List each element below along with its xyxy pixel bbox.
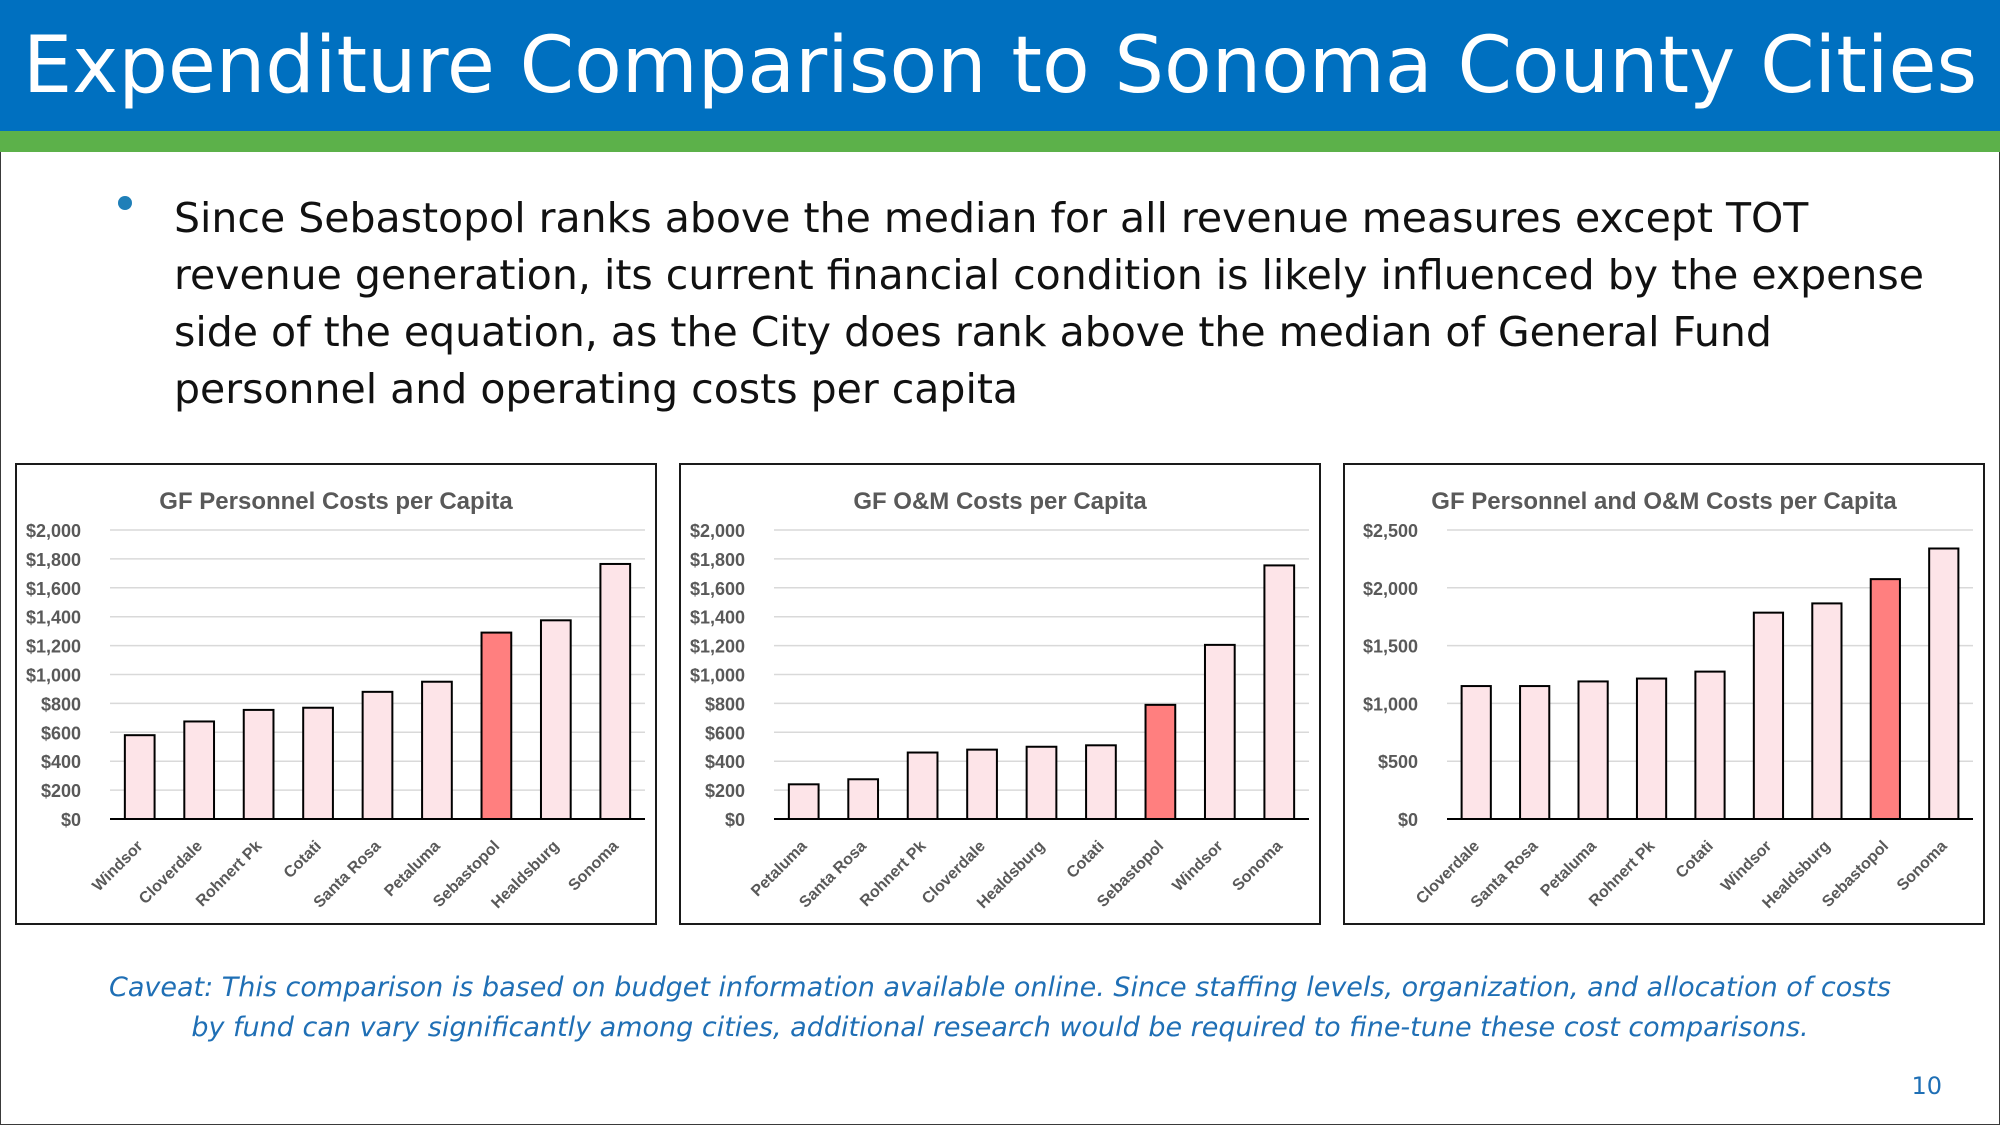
title-bar-stripe — [0, 131, 2000, 152]
bar-healdsburg — [539, 619, 572, 820]
x-tick-label: Sonoma — [1229, 838, 1286, 895]
bar-windsor — [123, 734, 156, 820]
bar-petaluma — [421, 680, 453, 820]
y-tick-label: $1,400 — [26, 608, 81, 628]
x-tick-label: Sonoma — [1894, 838, 1951, 895]
x-tick-label: Windsor — [1718, 838, 1775, 895]
title-bar — [0, 0, 2000, 131]
y-tick-label: $2,000 — [1363, 579, 1418, 599]
y-tick-label: $800 — [41, 694, 81, 714]
bar-cotati — [302, 706, 334, 820]
y-tick-label: $1,000 — [1363, 694, 1418, 714]
y-tick-label: $1,200 — [690, 637, 745, 657]
y-tick-label: $400 — [705, 752, 745, 772]
bar-sebastopol — [480, 631, 513, 820]
y-tick-label: $200 — [41, 781, 81, 801]
y-tick-label: $0 — [1398, 810, 1418, 830]
bar-cloverdale — [966, 748, 998, 821]
bar-healdsburg — [1025, 745, 1058, 820]
bar-rohnert-pk — [906, 751, 939, 820]
x-tick-label: Windsor — [1169, 838, 1226, 895]
bar-rohnert-pk — [1635, 677, 1668, 820]
bar-santa-rosa — [847, 778, 880, 821]
chart-personnel-costs: GF Personnel Costs per Capita $0 $200 $400 $… — [15, 463, 657, 925]
bar-healdsburg — [1811, 602, 1843, 820]
chart-title: GF Personnel Costs per Capita — [159, 488, 513, 515]
bar-windsor — [1752, 611, 1785, 820]
chart-total-costs: GF Personnel and O&M Costs per Capita $0 $… — [1343, 463, 1985, 925]
slide-title: Expenditure Comparison to Sonoma County … — [22, 21, 1978, 111]
y-tick-label: $600 — [41, 723, 81, 743]
y-tick-label: $1,800 — [690, 550, 745, 570]
chart-title: GF Personnel and O&M Costs per Capita — [1431, 488, 1897, 515]
bullet-text: Since Sebastopol ranks above the median … — [174, 194, 1924, 413]
bar-santa-rosa — [1519, 685, 1551, 820]
y-tick-label: $2,500 — [1363, 521, 1418, 541]
caveat-line-2: by fund can vary significantly among cit… — [191, 1012, 1809, 1043]
x-tick-label: Petaluma — [1538, 838, 1600, 900]
y-tick-label: $200 — [705, 781, 745, 801]
bar-santa-rosa — [361, 690, 394, 820]
y-tick-label: $0 — [725, 810, 745, 830]
bar-rohnert-pk — [242, 708, 275, 820]
y-tick-label: $1,000 — [26, 666, 81, 686]
x-tick-label: Petaluma — [381, 838, 443, 900]
bar-sebastopol — [1869, 578, 1901, 820]
chart-om-costs: GF O&M Costs per Capita $0 $200 $400 $600 $80… — [679, 463, 1321, 925]
y-tick-label: $1,000 — [690, 666, 745, 686]
y-tick-label: $2,000 — [690, 521, 745, 541]
x-tick-label: Windsor — [89, 838, 146, 895]
y-tick-label: $400 — [41, 752, 81, 772]
y-tick-label: $600 — [705, 723, 745, 743]
bar-sonoma — [1263, 564, 1296, 820]
y-tick-label: $1,200 — [26, 637, 81, 657]
chart-personnel-svg: GF Personnel Costs per Capita $0 $200 $400 $… — [26, 488, 645, 912]
bar-cloverdale — [1460, 685, 1492, 820]
chart-total-svg: GF Personnel and O&M Costs per Capita $0 $… — [1363, 488, 1973, 912]
bar-sonoma — [599, 562, 632, 820]
chart-title: GF O&M Costs per Capita — [853, 488, 1147, 515]
caveat-line-1: Caveat: This comparison is based on budg… — [109, 972, 1891, 1003]
x-tick-label: Cotati — [1064, 838, 1108, 882]
bar-sonoma — [1928, 547, 1960, 820]
bar-cotati — [1694, 670, 1726, 820]
chart-om-svg: GF O&M Costs per Capita $0 $200 $400 $600 $80… — [690, 488, 1309, 912]
caveat-note: Caveat: This comparison is based on budg… — [60, 968, 1940, 1048]
bar-cloverdale — [183, 720, 216, 820]
y-tick-label: $1,600 — [26, 579, 81, 599]
bar-cotati — [1085, 744, 1117, 820]
y-tick-label: $1,800 — [26, 550, 81, 570]
y-tick-label: $1,400 — [690, 608, 745, 628]
y-tick-label: $1,500 — [1363, 637, 1418, 657]
y-tick-label: $500 — [1378, 752, 1418, 772]
bar-petaluma — [1577, 680, 1609, 820]
y-tick-label: $1,600 — [690, 579, 745, 599]
y-tick-label: $2,000 — [26, 521, 81, 541]
y-tick-label: $0 — [61, 810, 81, 830]
bullet-icon — [118, 196, 132, 210]
bar-petaluma — [787, 783, 820, 821]
x-tick-label: Sonoma — [565, 838, 622, 895]
bar-windsor — [1203, 643, 1236, 820]
page-number: 10 — [1911, 1072, 1942, 1100]
bar-sebastopol — [1144, 703, 1177, 820]
x-tick-label: Petaluma — [748, 838, 810, 900]
y-tick-label: $800 — [705, 694, 745, 714]
x-tick-label: Cotati — [281, 838, 325, 882]
x-tick-label: Cotati — [1673, 838, 1717, 882]
